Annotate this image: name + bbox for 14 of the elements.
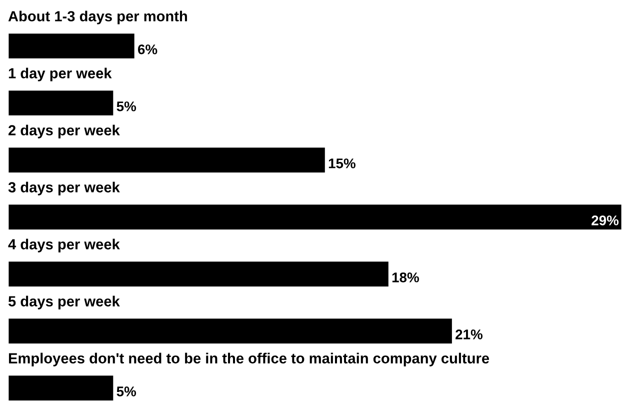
data-label: 6% [138,44,158,54]
data-label: 21% [456,330,483,340]
data-label: 5% [116,386,136,396]
data-label: 5% [116,102,136,112]
y-tick-label: 2 days per week [8,124,120,138]
data-label: 29% [592,215,619,226]
data-label: 15% [328,158,356,168]
y-tick-label: About 1-3 days per month [8,10,187,24]
y-tick-label: 4 days per week [8,238,120,252]
y-tick-label: Employees don't need to be in the office to maintain company culture [8,352,490,366]
data-label: 18% [392,272,419,282]
y-tick-label: 3 days per week [8,182,120,196]
y-tick-label: 1 day per week [8,68,112,82]
y-tick-label: 5 days per week [8,296,120,310]
